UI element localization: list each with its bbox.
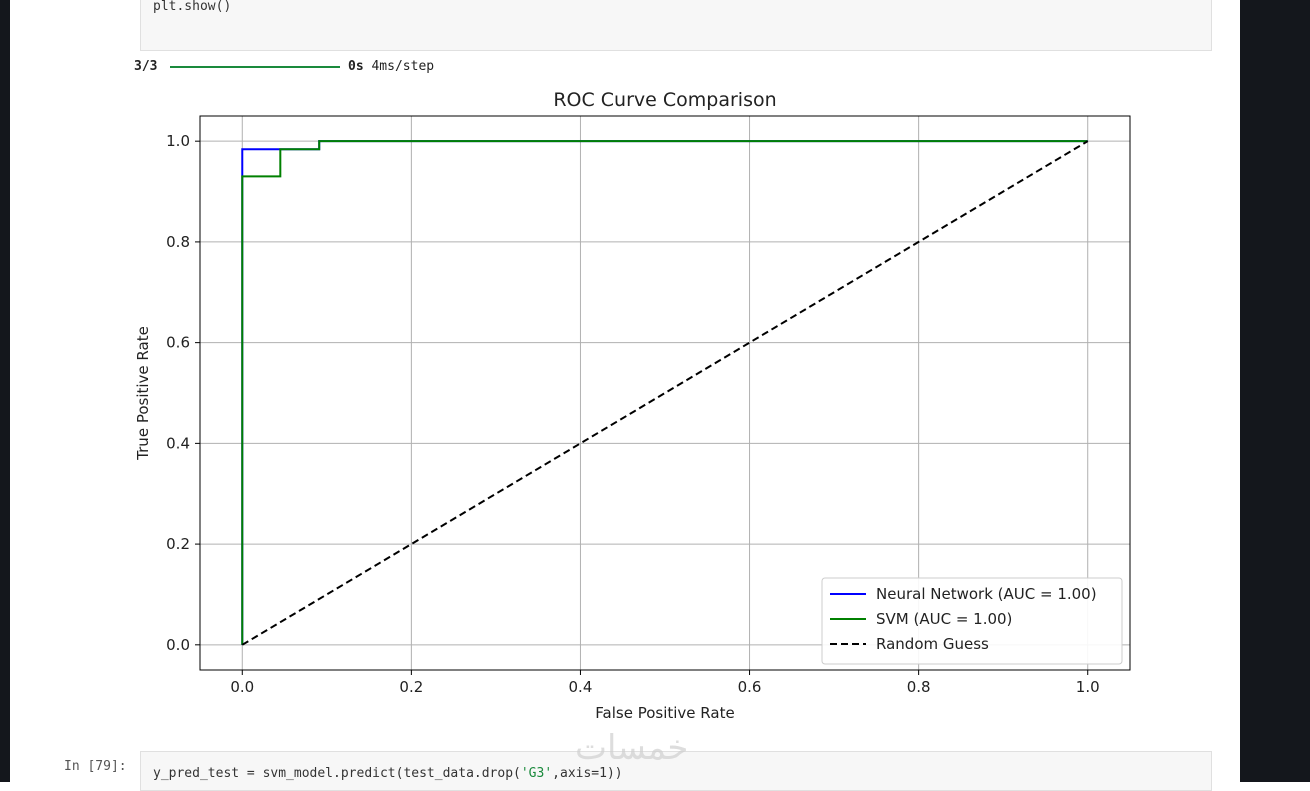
left-gutter <box>0 0 10 782</box>
legend: Neural Network (AUC = 1.00) SVM (AUC = 1.… <box>821 577 1123 665</box>
progress-bar <box>170 66 340 68</box>
code-suffix: ,axis=1)) <box>552 766 623 781</box>
code-line: plt.show() <box>153 0 232 14</box>
code-string: 'G3' <box>520 766 553 781</box>
legend-box <box>821 577 1123 665</box>
chart-title: ROC Curve Comparison <box>553 89 776 111</box>
legend-label-0: Neural Network (AUC = 1.00) <box>876 585 1097 603</box>
x-tick-label: 0.4 <box>569 678 593 696</box>
code-prefix: y_pred_test = svm_model.predict(test_dat… <box>153 766 521 781</box>
x-tick-label: 1.0 <box>1076 678 1100 696</box>
axes-frame <box>199 115 1131 671</box>
x-axis-label: False Positive Rate <box>595 704 734 722</box>
progress-rate: 4ms/step <box>371 59 435 74</box>
y-tick-label: 0.2 <box>166 535 190 553</box>
y-axis-label: True Positive Rate <box>134 326 152 461</box>
x-tick-label: 0.6 <box>738 678 762 696</box>
y-tick-label: 0.4 <box>166 434 190 452</box>
x-tick-label: 0.2 <box>399 678 423 696</box>
series-line-2 <box>241 140 1089 646</box>
progress-time: 0s 4ms/step <box>348 59 434 74</box>
progress-time-value: 0s <box>348 59 364 74</box>
x-tick-label: 0.0 <box>230 678 254 696</box>
series-lines <box>241 140 1089 646</box>
roc-chart: 0.0 0.2 0.4 0.6 0.8 1.0 0.0 0.2 0.4 0.6 0.8 1.0 RO… <box>134 89 1131 722</box>
y-ticks: 0.0 0.2 0.4 0.6 0.8 1.0 <box>166 132 200 654</box>
x-tick-label: 0.8 <box>907 678 931 696</box>
code-cell-top[interactable]: plt.show() <box>140 0 1212 51</box>
y-tick-label: 0.0 <box>166 636 190 654</box>
code-line: y_pred_test = svm_model.predict(test_dat… <box>153 766 623 781</box>
cell-prompt: In [79]: <box>64 759 127 774</box>
legend-label-2: Random Guess <box>876 635 989 653</box>
progress-steps-text: 3/3 <box>134 59 158 74</box>
x-ticks: 0.0 0.2 0.4 0.6 0.8 1.0 <box>230 670 1100 696</box>
legend-label-1: SVM (AUC = 1.00) <box>876 610 1012 628</box>
series-line-1 <box>241 140 1088 645</box>
progress-steps: 3/3 <box>134 59 157 77</box>
y-tick-label: 0.6 <box>166 334 190 352</box>
scroll-track <box>1222 0 1240 782</box>
right-panel <box>1240 0 1310 782</box>
watermark-logo: خمسات <box>575 728 689 768</box>
y-tick-label: 1.0 <box>166 132 190 150</box>
y-tick-label: 0.8 <box>166 233 190 251</box>
